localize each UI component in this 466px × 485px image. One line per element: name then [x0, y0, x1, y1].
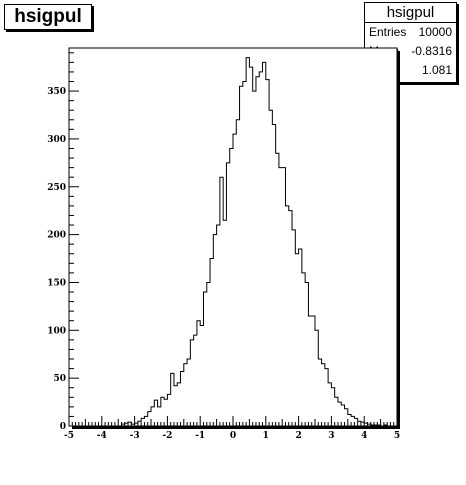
stats-name: hsigpul	[365, 3, 456, 23]
histogram-title: hsigpul	[4, 4, 92, 30]
y-tick-label: 0	[60, 422, 66, 432]
stats-value: 10000	[418, 25, 452, 39]
x-tick-label: 1	[263, 431, 269, 441]
histogram-outline	[69, 57, 397, 427]
stats-value: 1.081	[421, 63, 452, 77]
x-tick-label: -5	[64, 431, 74, 441]
y-tick-label: 350	[47, 87, 66, 97]
y-tick-label: 50	[53, 374, 66, 384]
y-tick-label: 100	[47, 326, 66, 336]
stats-box: hsigpul Entries 10000 Mean -0.8316 RMS 1…	[364, 2, 457, 83]
stats-value: -0.8316	[411, 44, 452, 58]
y-tick-label: 300	[47, 135, 66, 145]
x-tick-label: -3	[130, 431, 140, 441]
x-tick-label: 4	[361, 431, 367, 441]
y-tick-label: 150	[47, 278, 66, 288]
y-tick-label: 250	[47, 183, 66, 193]
x-tick-label: -4	[97, 431, 107, 441]
x-tick-label: 3	[328, 431, 334, 441]
x-tick-label: -1	[195, 431, 205, 441]
x-tick-label: -2	[162, 431, 172, 441]
y-tick-label: 200	[47, 231, 66, 241]
stats-key: Entries	[369, 25, 407, 39]
x-tick-label: 2	[295, 431, 301, 441]
stats-row-entries: Entries 10000	[365, 23, 456, 42]
plot-frame	[68, 47, 398, 427]
x-tick-label: 0	[230, 431, 236, 441]
x-tick-label: 5	[394, 431, 400, 441]
